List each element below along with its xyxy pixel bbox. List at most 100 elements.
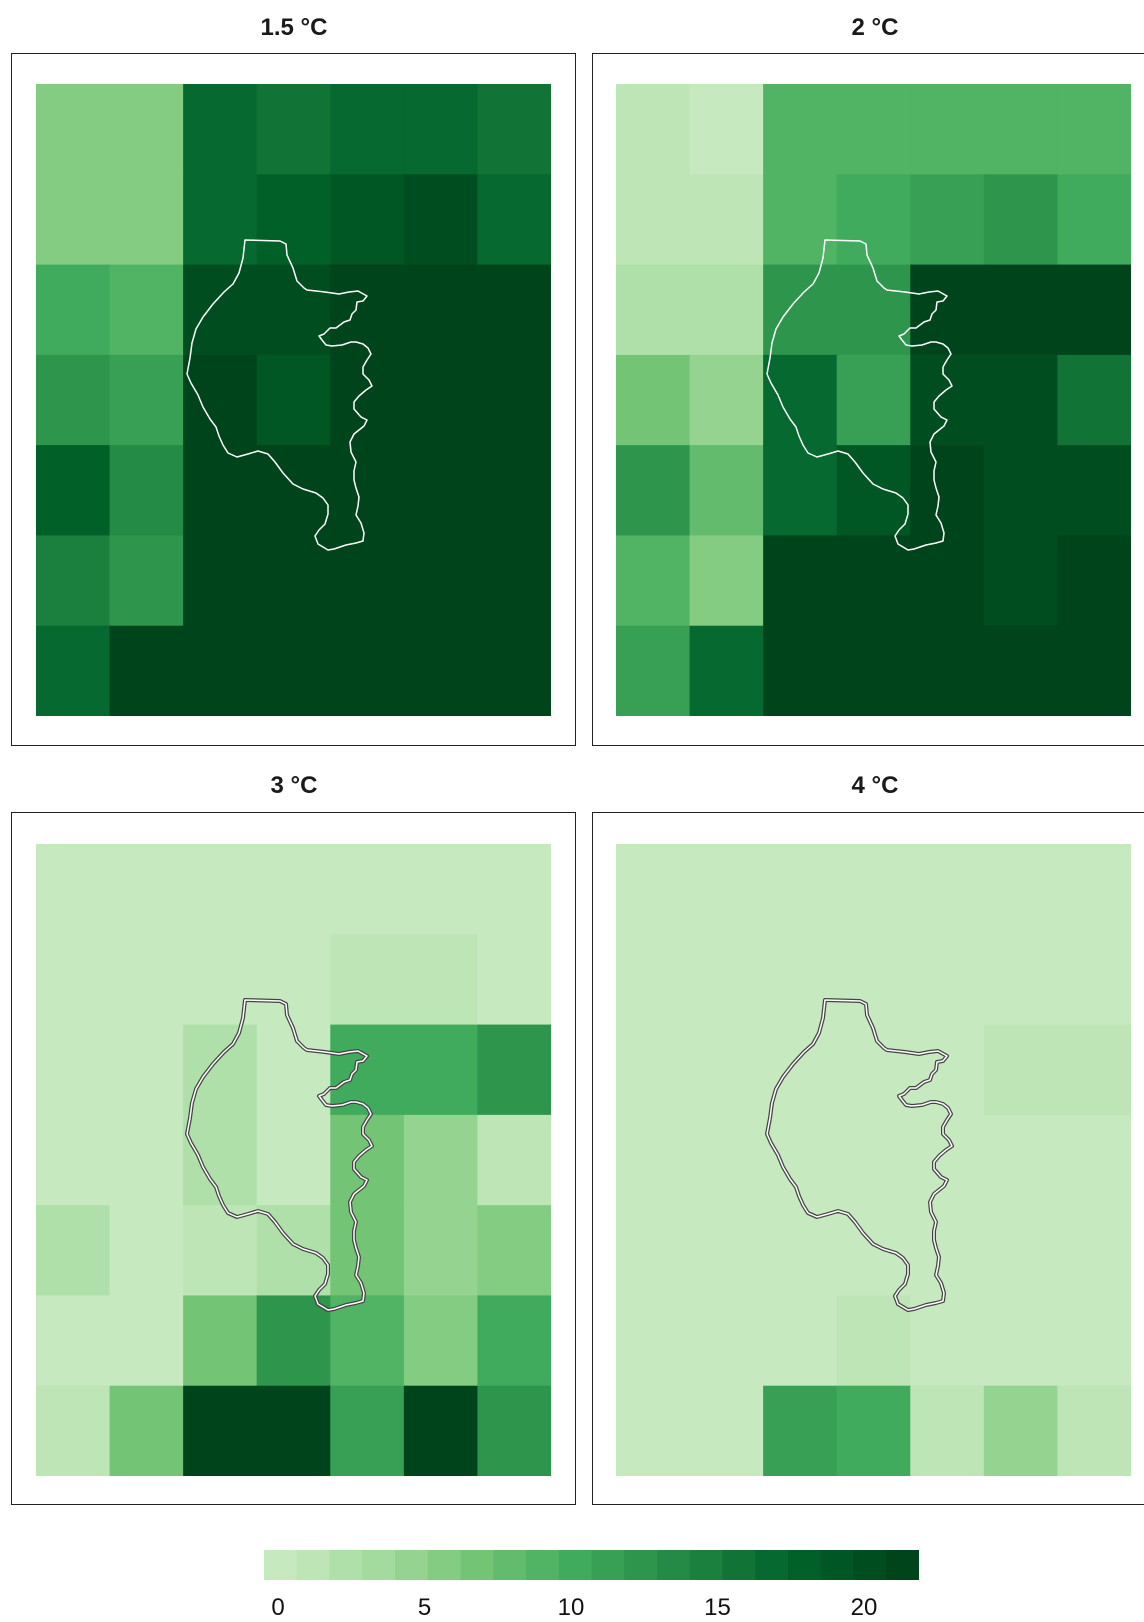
grid-cell	[1057, 1295, 1131, 1387]
grid-cell	[330, 354, 405, 446]
grid-cell	[477, 1114, 551, 1206]
colorbar-segment	[264, 1550, 298, 1580]
grid-cell	[330, 1295, 405, 1387]
grid-cell	[910, 174, 985, 266]
grid-cell	[836, 445, 911, 537]
grid-cell	[36, 844, 111, 935]
grid-cell	[403, 1024, 479, 1116]
grid-cell	[836, 844, 911, 935]
colorbar-segment	[558, 1550, 593, 1580]
grid-cell	[689, 1024, 764, 1116]
grid-cell	[1057, 844, 1131, 935]
grid-cell	[616, 174, 691, 266]
region-outline	[766, 239, 953, 551]
grid-cell	[36, 1205, 111, 1297]
grid-cell	[109, 934, 184, 1026]
grid-cell	[109, 625, 184, 716]
grid-cell	[256, 1024, 331, 1116]
grid-cell	[1057, 445, 1131, 537]
grid-cell	[983, 445, 1059, 537]
grid-cell	[983, 1205, 1059, 1297]
grid-cell	[763, 1295, 838, 1387]
grid-cell	[910, 934, 985, 1026]
colorbar-segment	[788, 1550, 822, 1580]
grid-cell	[763, 934, 838, 1026]
grid-cell	[256, 174, 331, 266]
grid-cell	[910, 445, 985, 537]
grid-cell	[983, 1024, 1059, 1116]
grid-cell	[36, 174, 111, 266]
colorbar-segment	[886, 1550, 919, 1580]
grid-cell	[256, 264, 331, 356]
grid-cell	[183, 1024, 258, 1116]
grid-cell	[616, 1295, 691, 1387]
grid-cell	[109, 84, 184, 175]
grid-cell	[1057, 934, 1131, 1026]
grid-cell	[689, 844, 764, 935]
grid-cell	[689, 1205, 764, 1297]
grid-cell	[836, 264, 911, 356]
colorbar-tick-label: 20	[850, 1594, 878, 1621]
grid-cell	[403, 445, 479, 537]
grid-cell	[477, 535, 551, 627]
grid-cell	[910, 84, 985, 175]
grid-cell	[763, 174, 838, 266]
grid-cell	[689, 354, 764, 446]
grid-cell	[109, 1295, 184, 1387]
region-outline	[766, 999, 953, 1311]
grid-cell	[36, 445, 111, 537]
grid-cell	[836, 84, 911, 175]
grid-cell	[109, 1024, 184, 1116]
grid-cell	[910, 844, 985, 935]
colorbar-segment	[591, 1550, 625, 1580]
grid-cell	[183, 1295, 258, 1387]
grid-cell	[1057, 1024, 1131, 1116]
heatmap-panel-4	[616, 844, 1131, 1476]
grid-cell	[330, 1114, 405, 1206]
grid-cell	[689, 535, 764, 627]
grid-cell	[689, 445, 764, 537]
grid-cell	[983, 264, 1059, 356]
grid-cell	[616, 625, 691, 716]
grid-cell	[983, 84, 1059, 175]
grid-cell	[983, 354, 1059, 446]
panel-title-4: 4 °C	[851, 772, 899, 799]
colorbar-segment	[755, 1550, 789, 1580]
grid-cell	[256, 84, 331, 175]
grid-cell	[983, 625, 1059, 716]
grid-cell	[477, 625, 551, 716]
grid-cell	[109, 354, 184, 446]
grid-cell	[689, 174, 764, 266]
colorbar-segment	[427, 1550, 462, 1580]
grid-cell	[109, 1114, 184, 1206]
colorbar-segment	[657, 1550, 691, 1580]
grid-cell	[910, 1295, 985, 1387]
grid-cell	[330, 625, 405, 716]
colorbar-segment	[329, 1550, 363, 1580]
grid-cell	[183, 84, 258, 175]
grid-cell	[910, 1114, 985, 1206]
region-outline	[186, 239, 373, 551]
grid-cell	[763, 445, 838, 537]
grid-cell	[183, 1114, 258, 1206]
grid-cell	[616, 1024, 691, 1116]
grid-cell	[763, 1114, 838, 1206]
grid-cell	[403, 934, 479, 1026]
grid-cell	[477, 174, 551, 266]
grid-cell	[689, 1114, 764, 1206]
grid-cell	[403, 1114, 479, 1206]
grid-cell	[403, 1385, 479, 1476]
grid-cell	[616, 1385, 691, 1476]
grid-cell	[910, 1024, 985, 1116]
grid-cell	[910, 1385, 985, 1476]
grid-cell	[689, 264, 764, 356]
colorbar	[264, 1550, 919, 1580]
grid-cell	[183, 264, 258, 356]
grid-cell	[616, 264, 691, 356]
grid-cell	[330, 1205, 405, 1297]
grid-cell	[109, 1205, 184, 1297]
grid-cell	[983, 1295, 1059, 1387]
colorbar-segment	[624, 1550, 658, 1580]
grid-cell	[330, 174, 405, 266]
colorbar-tick-label: 0	[271, 1594, 285, 1621]
